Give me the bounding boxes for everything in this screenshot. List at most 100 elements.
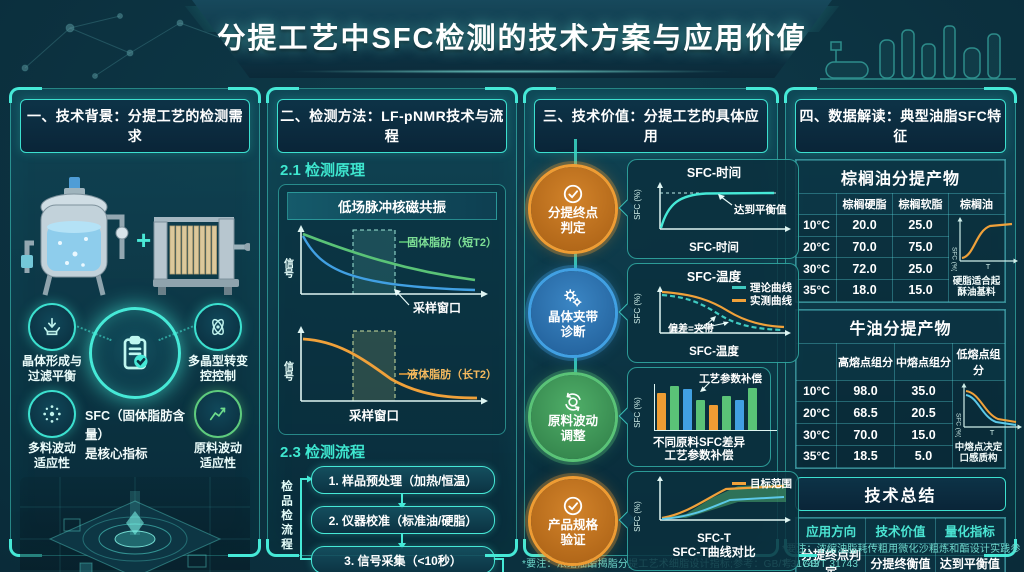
badge-label: 原料波动 调整 xyxy=(547,413,598,443)
corner-accent xyxy=(523,87,556,103)
atom-icon xyxy=(194,303,242,351)
card-ylabel: SFC (%) xyxy=(632,293,642,324)
table-row: 10°C 98.0 35.0 SFC (%) T 中熔点决定口感质构 xyxy=(796,379,1022,468)
plus-sign: + xyxy=(136,225,151,255)
bar xyxy=(722,395,731,430)
check-circle-icon xyxy=(563,184,583,203)
col-header: 中熔点组分 xyxy=(894,342,953,381)
nmr-principle-box: 低场脉冲核磁共振 信号 固体脂肪（短T2） 采样窗口 xyxy=(278,184,506,435)
col-header: 低熔点组分 xyxy=(952,342,1005,381)
compensation-bar-chart xyxy=(654,384,777,431)
sfc-t-compare-chart xyxy=(657,476,791,523)
annotation: 偏差=夹带 xyxy=(668,322,714,335)
detection-flowchart: 检品检流程 1. 样品预处理（加热/恒温） xyxy=(276,466,508,572)
card-xlabel: SFC-T xyxy=(697,533,731,545)
tallow-sfc-curves: SFC (%) T xyxy=(955,382,1022,438)
col-header: 高熔点组分 xyxy=(836,342,895,381)
card-title: SFC-温度 xyxy=(686,270,742,284)
card-xlabel: 不同原料SFC差异 工艺参数补偿 xyxy=(653,436,745,462)
feature-raw-material: 原料波动 适应性 xyxy=(185,390,251,471)
check-circle-icon xyxy=(563,496,583,515)
panel-value: 三、技术价值：分提工艺的具体应用 分提终点 判定 SFC-时间 SFC (%) xyxy=(523,87,799,571)
solid-fat-label: 固体脂肪（短T2） xyxy=(407,235,497,249)
corner-accent xyxy=(746,87,779,103)
footnote-panel4: *要注：浓缩油脂耗传粗用微化沙粗炼和酯设计实践参考：GB/T 31743 xyxy=(782,544,1021,570)
flow-step-3: 3. 信号采集（<10秒） xyxy=(311,546,495,572)
flow-step-1: 1. 样品预处理（加热/恒温） xyxy=(311,466,495,494)
panel2-header: 二、检测方法：LF-pNMR技术与流程 xyxy=(277,99,507,153)
svg-text:T: T xyxy=(990,428,995,437)
sfc-time-chart: 达到平衡值 xyxy=(657,182,791,232)
bar xyxy=(748,387,757,430)
chart-caption: 硬脂适合起酥油基料 xyxy=(952,276,1001,299)
nmr-decay-chart-solid: 信号 固体脂肪（短T2） 采样窗口 xyxy=(282,225,497,315)
badge-label: 分提终点 判定 xyxy=(547,205,598,235)
value-row-entrainment: 晶体夹带 诊断 SFC-温度 SFC (%) 理论曲线 实测曲线 偏差=夹带 xyxy=(531,263,799,363)
value-row-endpoint: 分提终点 判定 SFC-时间 SFC (%) 达到平衡值 SFC-时间 xyxy=(531,159,799,259)
nmr-decay-chart-liquid: 信号 液体脂肪（长T2） 采样窗口 xyxy=(282,326,497,423)
feature-label: 多料波动 适应性 xyxy=(27,441,76,470)
value-row-adjustment: 原料波动 调整 SFC (%) 工艺参数补偿 不同原料SFC差异 工艺参数补偿 xyxy=(531,367,777,467)
badge-label: 晶体夹带 诊断 xyxy=(547,309,598,339)
table-row: 10°C 20.0 25.0 SFC (%) T 硬脂适合起酥油基料 xyxy=(796,214,1018,302)
spec-badge: 产品规格 验证 xyxy=(531,479,615,563)
equipment-illustration: + xyxy=(21,177,250,296)
feature-polymorph-control: 多晶型转变 控控制 xyxy=(185,303,251,384)
panel-background: 一、技术背景：分提工艺的检测需求 xyxy=(9,87,261,572)
ylabel: 信号 xyxy=(282,360,294,382)
sfc-temp-card: SFC-温度 SFC (%) 理论曲线 实测曲线 偏差=夹带 SFC-温度 xyxy=(627,263,799,363)
card-xlabel: SFC-温度 xyxy=(689,346,739,358)
table-row: 35°C 18.5 5.0 xyxy=(796,444,1005,468)
bar xyxy=(696,400,705,430)
table-title: 牛油分提产物 xyxy=(796,309,1005,344)
annotation-arrow xyxy=(700,381,711,392)
section-principle-heading: 2.1 检测原理 xyxy=(280,162,366,179)
chart-caption: 中熔点决定口感质构 xyxy=(954,441,1003,465)
tech-platform-illustration xyxy=(20,477,250,572)
legend-target-range: 目标范围 xyxy=(732,476,792,491)
palm-sfc-curve: SFC (%) T xyxy=(951,217,1018,272)
panel1-header: 一、技术背景：分提工艺的检测需求 xyxy=(20,99,250,153)
clipboard-check-icon xyxy=(89,307,181,399)
panel4-header: 四、数据解读：典型油脂SFC特征 xyxy=(795,99,1006,153)
flow-side-label: 检品检流程 xyxy=(280,480,292,553)
feature-label: 原料波动 适应性 xyxy=(193,441,242,470)
col-header: 应用方向 xyxy=(795,517,867,544)
table-row: 20°C 70.0 75.0 xyxy=(796,235,1005,259)
adjustment-badge: 原料波动 调整 xyxy=(531,375,615,459)
flow-connectors xyxy=(300,475,504,572)
liquid-fat-label: 液体脂肪（长T2） xyxy=(407,367,497,381)
sfc-t-compare-card: SFC (%) 目标范围 SFC-T SFC-T曲线对比 xyxy=(627,471,799,571)
entrainment-badge: 晶体夹带 诊断 xyxy=(531,271,615,355)
tallow-table: 牛油分提产物 高熔点组分 中熔点组分 低熔点组分 10°C 98.0 35.0 xyxy=(795,308,1022,469)
palm-mini-chart-cell: SFC (%) T 硬脂适合起酥油基料 xyxy=(948,214,1018,302)
corner-accent xyxy=(784,87,817,103)
bar xyxy=(683,388,692,430)
tallow-mini-chart-cell: SFC (%) T 中熔点决定口感质构 xyxy=(952,379,1022,468)
dotted-circle-icon xyxy=(28,390,76,438)
annotation: 达到平衡值 xyxy=(734,203,787,216)
table-row: 20°C 68.5 20.5 xyxy=(796,401,1005,425)
refresh-globe-icon xyxy=(565,392,581,411)
corner-accent xyxy=(984,87,1017,103)
ylabel: 信号 xyxy=(282,257,294,279)
feature-grid: 晶体形成与 过滤平衡 SFC（固体脂肪含量） 是核心指标 xyxy=(11,303,259,471)
sampling-window-label: 采样窗口 xyxy=(348,408,399,423)
endpoint-badge: 分提终点 判定 xyxy=(531,167,615,251)
flow-step-2: 2. 仪器校准（标准油/硬脂） xyxy=(311,506,495,534)
legend-measured: 实测曲线 xyxy=(732,293,792,308)
corner-accent xyxy=(228,87,261,103)
badge-label: 产品规格 验证 xyxy=(547,517,598,547)
panel3-header: 三、技术价值：分提工艺的具体应用 xyxy=(534,99,768,153)
nmr-title: 低场脉冲核磁共振 xyxy=(287,192,497,220)
col-header: 棕榈油 xyxy=(948,193,1005,215)
page-title: 分提工艺中SFC检测的技术方案与应用价值 xyxy=(216,23,808,55)
card-ylabel: SFC (%) xyxy=(632,501,642,532)
sfc-time-card: SFC-时间 SFC (%) 达到平衡值 SFC-时间 xyxy=(627,159,799,259)
svg-text:SFC (%): SFC (%) xyxy=(955,413,962,437)
annotation: 工艺参数补偿 xyxy=(699,373,762,385)
bar xyxy=(709,404,718,430)
tank-illustration xyxy=(21,177,129,296)
panel-data: 四、数据解读：典型油脂SFC特征 棕榈油分提产物 棕榈硬脂 棕榈软脂 棕榈油 1… xyxy=(784,87,1022,572)
factory-decoration xyxy=(820,25,1016,80)
